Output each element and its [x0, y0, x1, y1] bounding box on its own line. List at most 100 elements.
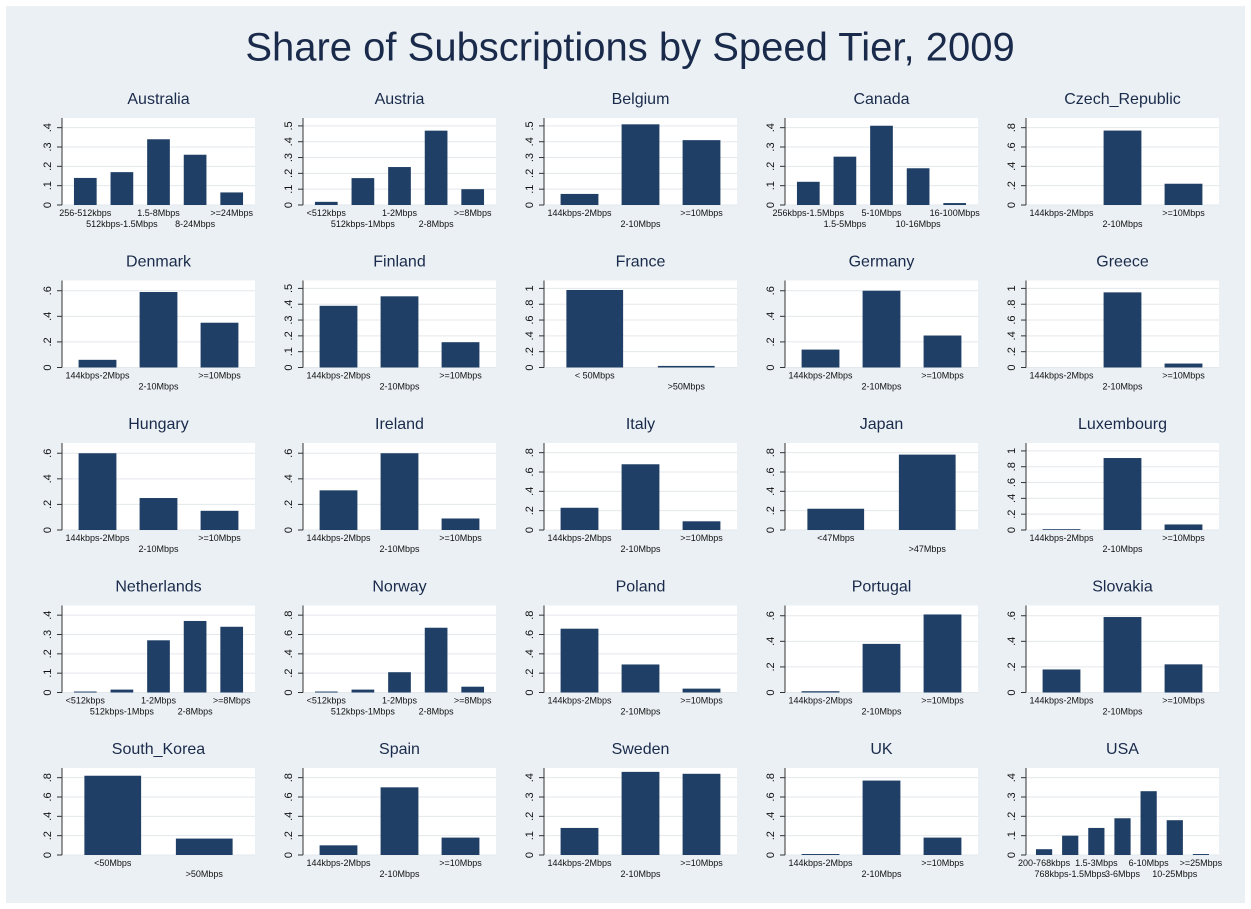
- x-tick-label: 144kbps-2Mbps: [306, 858, 371, 868]
- bar: [560, 193, 599, 205]
- y-tick-label: .4: [765, 123, 777, 132]
- y-tick-label: .6: [765, 467, 777, 476]
- y-tick-label: 0: [765, 202, 777, 208]
- bar: [78, 453, 117, 530]
- bar: [441, 518, 480, 530]
- x-tick-label: 2-10Mbps: [620, 544, 661, 554]
- x-tick-label: 144kbps-2Mbps: [65, 533, 130, 543]
- y-tick-label: .1: [283, 185, 295, 194]
- y-tick-label: 0: [42, 364, 54, 370]
- y-tick-label: 0: [1006, 364, 1018, 370]
- y-tick-label: .4: [42, 812, 54, 821]
- x-tick-label: 2-10Mbps: [1102, 544, 1143, 554]
- y-tick-label: .4: [1006, 331, 1018, 340]
- y-tick-label: 0: [524, 202, 536, 208]
- bar: [682, 140, 721, 205]
- bar: [73, 691, 97, 693]
- y-tick-label: .4: [524, 331, 536, 340]
- x-tick-label: >50Mbps: [668, 382, 706, 392]
- x-tick-label: >=10Mbps: [1162, 696, 1205, 706]
- y-tick-label: .8: [765, 448, 777, 457]
- x-tick-label: 2-10Mbps: [1102, 382, 1143, 392]
- x-tick-label: 256kbps-1.5Mbps: [773, 208, 845, 218]
- x-tick-label: >=8Mbps: [213, 696, 251, 706]
- y-tick-label: 0: [765, 364, 777, 370]
- bar: [801, 854, 840, 855]
- x-tick-label: 144kbps-2Mbps: [547, 208, 612, 218]
- panel-title: Denmark: [126, 254, 192, 271]
- bar: [1103, 617, 1142, 693]
- y-tick-label: 0: [283, 364, 295, 370]
- x-tick-label: 144kbps-2Mbps: [306, 533, 371, 543]
- x-tick-label: <512kbps: [307, 696, 347, 706]
- y-tick-label: .2: [1006, 662, 1018, 671]
- bar: [1166, 820, 1183, 855]
- y-tick-label: .3: [283, 153, 295, 162]
- y-tick-label: .8: [524, 448, 536, 457]
- y-tick-label: .2: [1006, 812, 1018, 821]
- x-tick-label: <47Mbps: [817, 533, 855, 543]
- x-tick-label: 2-10Mbps: [861, 869, 902, 879]
- panel-title: Belgium: [612, 91, 670, 108]
- x-tick-label: >50Mbps: [186, 869, 224, 879]
- bar: [621, 771, 660, 855]
- bar: [461, 686, 485, 693]
- bar: [351, 178, 375, 205]
- y-tick-label: 0: [42, 852, 54, 858]
- panel-title: Spain: [379, 741, 420, 758]
- y-tick-label: .1: [765, 181, 777, 190]
- y-tick-label: .5: [283, 121, 295, 130]
- x-tick-label: 2-10Mbps: [861, 382, 902, 392]
- y-tick-label: .3: [1006, 792, 1018, 801]
- bar: [441, 342, 480, 368]
- bar: [1192, 854, 1210, 855]
- panel-title: Portugal: [852, 579, 912, 596]
- panel-title: Canada: [853, 91, 909, 108]
- panel-title: Hungary: [128, 416, 188, 433]
- y-tick-label: .6: [1006, 142, 1018, 151]
- bar: [73, 177, 97, 205]
- x-tick-label: 2-10Mbps: [379, 382, 420, 392]
- y-tick-label: .6: [765, 792, 777, 801]
- x-tick-label: >=10Mbps: [921, 371, 964, 381]
- bar: [560, 827, 599, 855]
- y-tick-label: .3: [765, 142, 777, 151]
- y-tick-label: .8: [765, 773, 777, 782]
- bar: [621, 664, 660, 693]
- x-tick-label: >=10Mbps: [1162, 208, 1205, 218]
- y-tick-label: .6: [765, 286, 777, 295]
- bar: [862, 290, 901, 368]
- bar: [807, 508, 865, 530]
- x-tick-label: 144kbps-2Mbps: [65, 371, 130, 381]
- y-tick-label: .6: [283, 449, 295, 458]
- x-tick-label: 256-512kbps: [59, 208, 112, 218]
- panel-title: Australia: [127, 91, 189, 108]
- y-tick-label: .6: [42, 286, 54, 295]
- y-tick-label: 0: [283, 527, 295, 533]
- y-tick-label: .2: [42, 831, 54, 840]
- bar: [796, 181, 820, 205]
- y-tick-label: .5: [283, 284, 295, 293]
- x-tick-label: 144kbps-2Mbps: [547, 533, 612, 543]
- bar: [183, 154, 207, 205]
- y-tick-label: .4: [1006, 494, 1018, 503]
- x-tick-label: >=10Mbps: [439, 533, 482, 543]
- panel-title: Luxembourg: [1078, 416, 1167, 433]
- x-tick-label: >=10Mbps: [439, 858, 482, 868]
- y-tick-label: .4: [524, 773, 536, 782]
- y-tick-label: 0: [1006, 202, 1018, 208]
- bar: [78, 359, 117, 368]
- y-tick-label: .2: [1006, 181, 1018, 190]
- y-tick-label: .2: [524, 347, 536, 356]
- y-tick-label: .4: [283, 812, 295, 821]
- y-tick-label: .6: [1006, 611, 1018, 620]
- x-tick-label: >=10Mbps: [921, 858, 964, 868]
- y-tick-label: .3: [524, 153, 536, 162]
- y-tick-label: .2: [524, 812, 536, 821]
- y-tick-label: .4: [42, 611, 54, 620]
- panel-title: Netherlands: [115, 579, 201, 596]
- y-tick-label: .2: [524, 169, 536, 178]
- x-tick-label: 2-10Mbps: [379, 544, 420, 554]
- bar: [1103, 292, 1142, 368]
- bar: [801, 691, 840, 693]
